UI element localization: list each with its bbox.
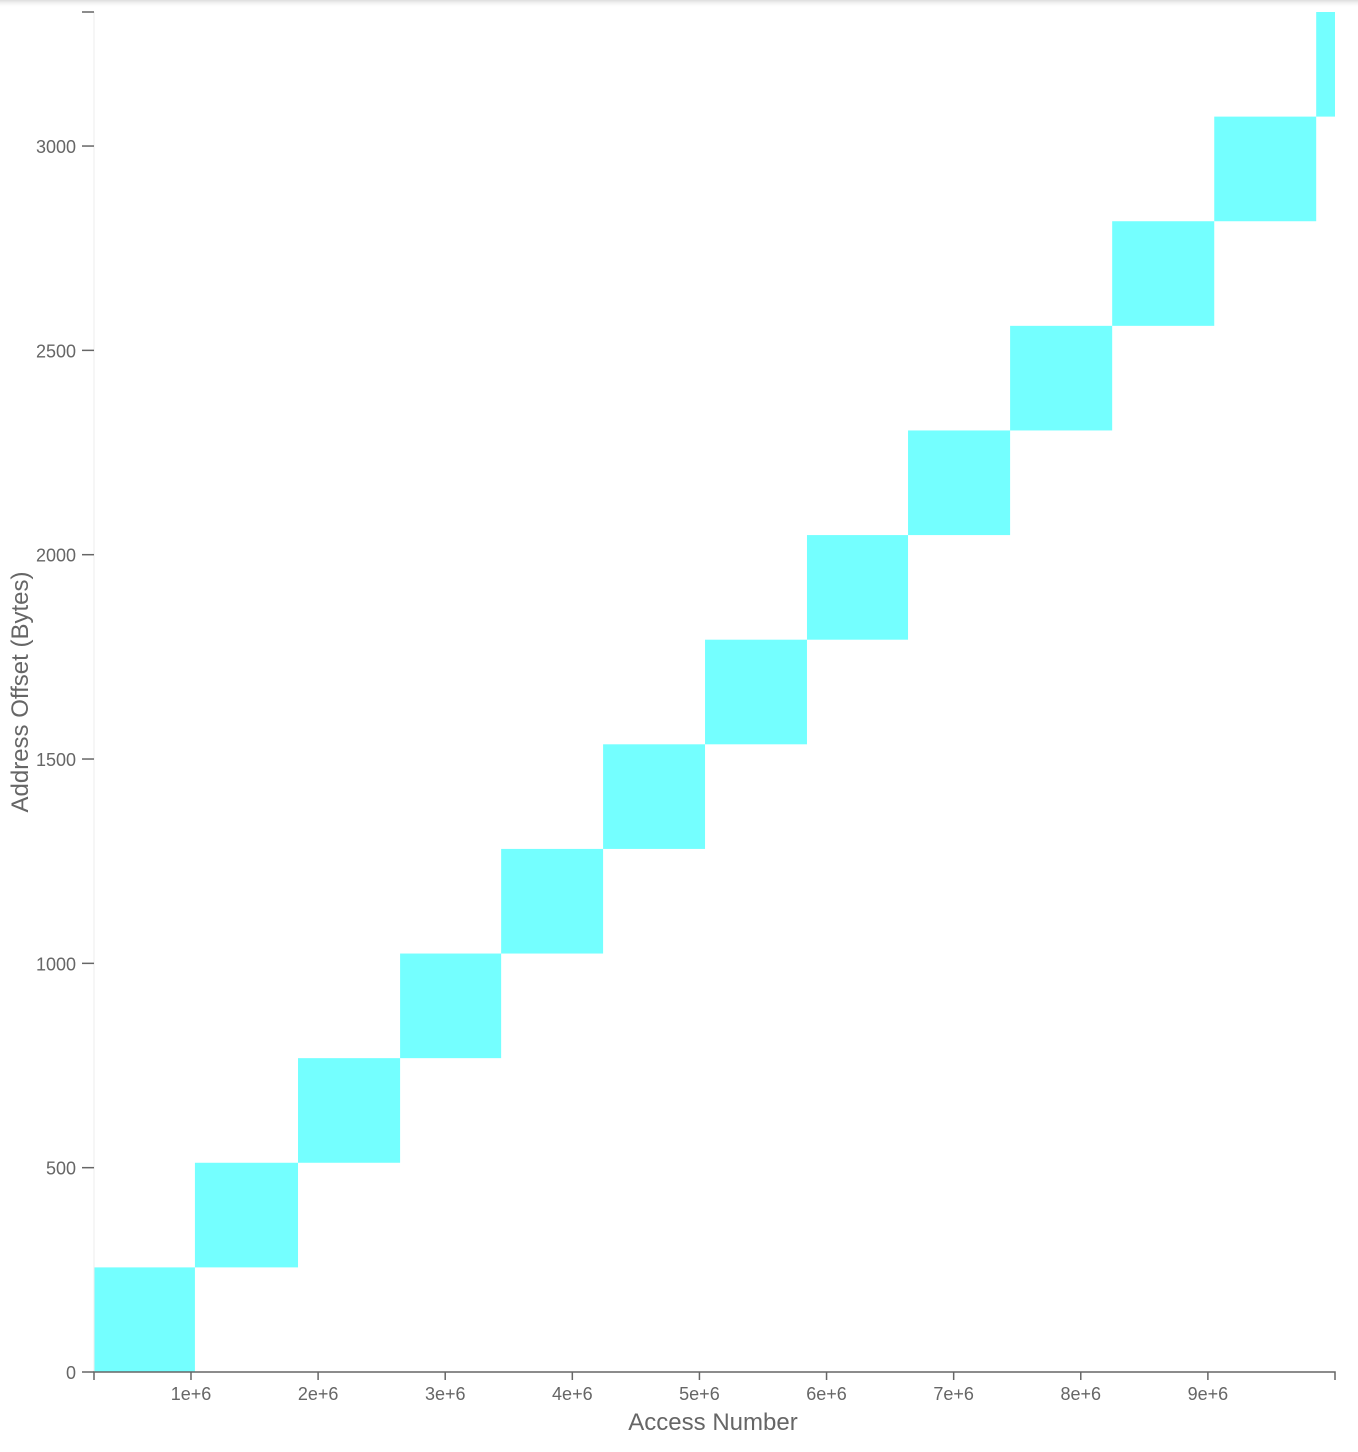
- x-tick-label: 3e+6: [425, 1384, 466, 1404]
- block: [501, 848, 604, 954]
- y-tick-label: 1500: [36, 750, 76, 770]
- block: [908, 430, 1011, 536]
- x-tick-label: 6e+6: [806, 1384, 847, 1404]
- x-tick-label: 9e+6: [1188, 1384, 1229, 1404]
- block: [298, 1058, 401, 1163]
- x-tick-label: 5e+6: [679, 1384, 720, 1404]
- x-tick-label: 8e+6: [1061, 1384, 1102, 1404]
- y-axis-title: Address Offset (Bytes): [7, 572, 34, 813]
- block: [705, 639, 807, 745]
- y-tick-label: 3000: [36, 137, 76, 157]
- block: [194, 1162, 299, 1268]
- x-tick-label: 7e+6: [933, 1384, 974, 1404]
- x-tick-label: 2e+6: [298, 1384, 339, 1404]
- block: [94, 1267, 195, 1372]
- block: [1010, 325, 1113, 431]
- x-tick-label: 1e+6: [171, 1384, 212, 1404]
- y-tick-label: 500: [46, 1159, 76, 1179]
- block: [1316, 12, 1335, 117]
- x-axis-line: [93, 1371, 1336, 1380]
- y-tick-label: 1000: [36, 954, 76, 974]
- x-tick-label: 4e+6: [552, 1384, 593, 1404]
- x-axis-title: Access Number: [628, 1409, 797, 1436]
- block: [1112, 221, 1215, 326]
- top-shadow: [0, 0, 1358, 8]
- block: [1214, 116, 1317, 222]
- y-tick-label: 2000: [36, 546, 76, 566]
- block: [806, 535, 909, 640]
- y-tick-label: 0: [66, 1363, 76, 1383]
- y-tick-label: 2500: [36, 341, 76, 361]
- block: [603, 744, 706, 849]
- block: [400, 953, 502, 1059]
- plot-area: [94, 12, 1335, 1372]
